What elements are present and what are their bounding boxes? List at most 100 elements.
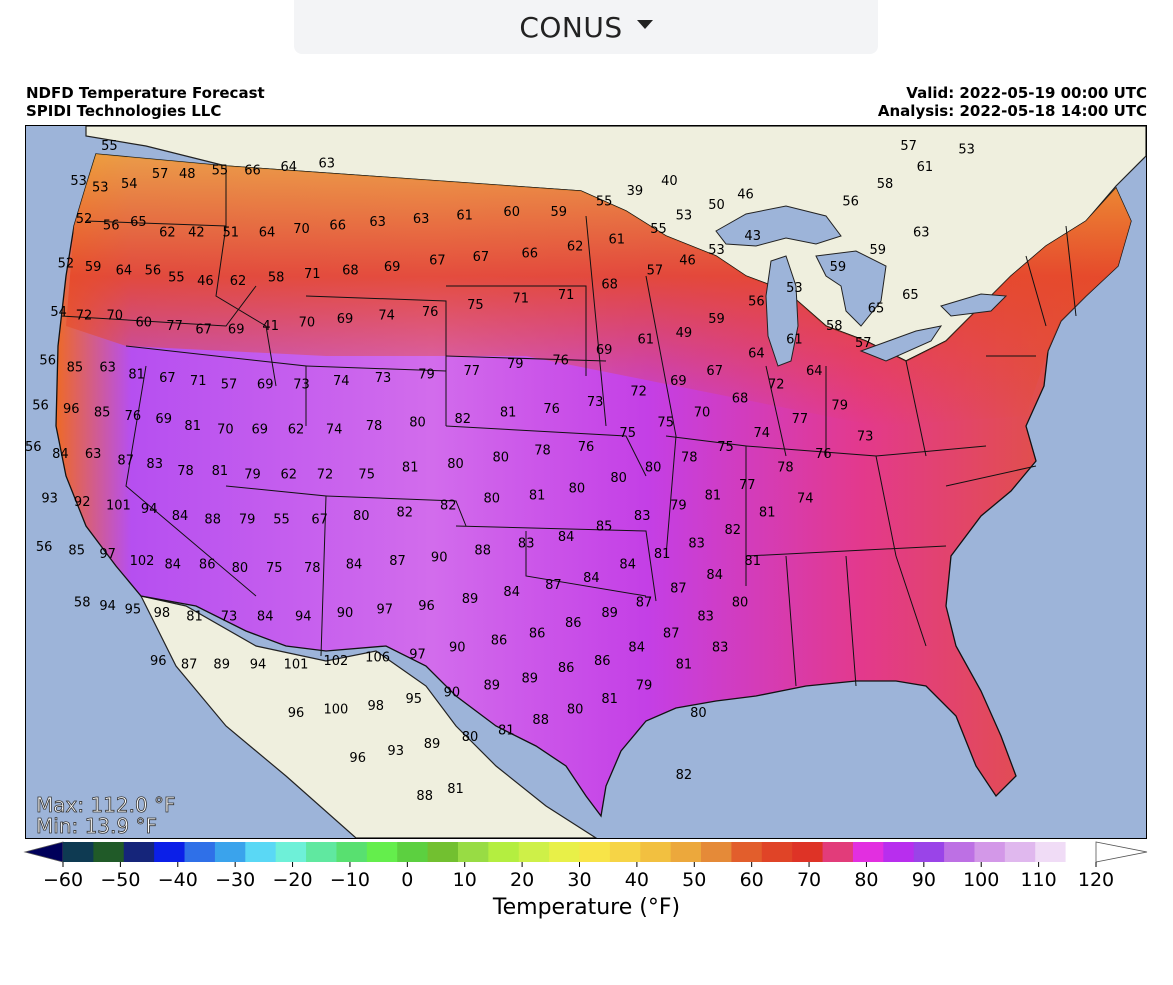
temperature-label: 89 — [484, 678, 501, 693]
colorbar-swatch — [609, 842, 641, 862]
temperature-label: 82 — [440, 499, 457, 514]
temperature-label: 58 — [268, 271, 285, 286]
temperature-label: 81 — [500, 405, 517, 420]
temperature-label: 78 — [304, 561, 321, 576]
temperature-label: 56 — [103, 219, 120, 234]
temperature-label: 59 — [870, 243, 887, 258]
temperature-label: 55 — [168, 271, 185, 286]
colorbar-swatch — [1065, 842, 1097, 862]
temperature-label: 76 — [578, 440, 595, 455]
temperature-label: 64 — [116, 264, 133, 279]
temperature-label: 97 — [377, 602, 394, 617]
temperature-label: 93 — [41, 492, 58, 507]
temperature-label: 62 — [288, 423, 305, 438]
temperature-label: 53 — [676, 208, 693, 223]
temperature-label: 86 — [565, 616, 582, 631]
temperature-label: 76 — [422, 305, 439, 320]
temperature-label: 59 — [551, 205, 568, 220]
colorbar-canvas: −60 −50 −40 −30 −20 −10 0 10 20 30 40 50 60 70 80 90 100… — [23, 841, 1148, 891]
chevron-down-icon[interactable] — [636, 19, 653, 29]
temperature-label: 74 — [797, 492, 814, 507]
temperature-map: 55 53 53 54 57 48 55 66 64 63 52 56 65 62 42 51 64 70 66 63… — [25, 125, 1147, 839]
temperature-label: 71 — [190, 374, 207, 389]
colorbar-tick-label: 30 — [567, 869, 591, 891]
temperature-label: 56 — [36, 540, 53, 555]
temperature-label: 80 — [610, 471, 627, 486]
temperature-label: 78 — [777, 461, 794, 476]
colorbar-swatch — [731, 842, 763, 862]
temperature-label: 70 — [107, 309, 124, 324]
colorbar-tick-label: −50 — [100, 869, 140, 891]
temperature-label: 83 — [518, 537, 535, 552]
temperature-label: 59 — [708, 312, 725, 327]
temperature-label: 62 — [230, 274, 247, 289]
temperature-label: 81 — [447, 782, 464, 797]
temperature-label: 57 — [855, 336, 872, 351]
temperature-label: 68 — [732, 392, 749, 407]
temperature-label: 66 — [329, 219, 346, 234]
temperature-label: 87 — [670, 582, 687, 597]
temperature-label: 57 — [152, 167, 169, 182]
region-dropdown[interactable]: CONUS — [294, 0, 878, 54]
colorbar-swatch — [154, 842, 186, 862]
mexico-land — [139, 595, 598, 838]
temperature-label: 102 — [130, 554, 155, 569]
temperature-label: 76 — [543, 402, 560, 417]
temperature-label: 74 — [754, 426, 771, 441]
temperature-label: 100 — [323, 703, 348, 718]
colorbar-swatch — [1004, 842, 1036, 862]
temperature-label: 83 — [146, 457, 163, 472]
temperature-label: 71 — [513, 291, 530, 306]
temperature-label: 60 — [136, 316, 153, 331]
temperature-label: 89 — [213, 658, 230, 673]
temperature-label: 63 — [99, 360, 116, 375]
temperature-label: 69 — [228, 322, 245, 337]
temperature-label: 86 — [594, 654, 611, 669]
temperature-label: 85 — [67, 360, 84, 375]
temperature-label: 70 — [299, 316, 316, 331]
colorbar-extend-max — [1095, 841, 1148, 863]
colorbar-tick-label: −10 — [330, 869, 370, 891]
temperature-label: 94 — [99, 599, 116, 614]
temperature-label: 94 — [295, 609, 312, 624]
temperature-label: 85 — [596, 519, 613, 534]
temperature-label: 89 — [522, 672, 539, 687]
temperature-label: 75 — [358, 468, 375, 483]
temperature-label: 80 — [732, 595, 749, 610]
temperature-label: 85 — [68, 544, 85, 559]
temperature-label: 87 — [117, 454, 134, 469]
colorbar-swatch — [701, 842, 733, 862]
temperature-label: 55 — [650, 222, 667, 237]
colorbar-tick-label: 70 — [797, 869, 821, 891]
temperature-label: 79 — [831, 398, 848, 413]
temperature-label: 96 — [150, 654, 167, 669]
colorbar-swatch — [640, 842, 672, 862]
temperature-label: 90 — [444, 685, 461, 700]
temperature-label: 64 — [806, 364, 823, 379]
temperature-label: 63 — [913, 226, 930, 241]
temperature-label: 69 — [384, 260, 401, 275]
temperature-label: 73 — [375, 371, 392, 386]
temperature-label: 74 — [326, 423, 343, 438]
temperature-label: 80 — [645, 461, 662, 476]
temperature-label: 48 — [179, 167, 196, 182]
temperature-label: 90 — [337, 606, 354, 621]
colorbar-swatch — [974, 842, 1006, 862]
temperature-label: 67 — [706, 364, 723, 379]
temperature-label: 73 — [221, 609, 238, 624]
colorbar-swatch — [518, 842, 550, 862]
temperature-label: 76 — [815, 447, 832, 462]
temperature-label: 81 — [601, 692, 618, 707]
temperature-label: 42 — [188, 226, 205, 241]
temperature-label: 95 — [406, 692, 423, 707]
colorbar-tick-label: 80 — [854, 869, 878, 891]
temperature-label: 61 — [638, 333, 655, 348]
temperature-label: 57 — [647, 264, 664, 279]
temperature-label: 56 — [26, 440, 41, 455]
temperature-label: 90 — [449, 640, 466, 655]
temperature-label: 74 — [378, 309, 395, 324]
temperature-label: 46 — [679, 253, 696, 268]
temperature-label: 78 — [366, 419, 383, 434]
colorbar-swatch — [366, 842, 398, 862]
temperature-label: 62 — [567, 239, 584, 254]
